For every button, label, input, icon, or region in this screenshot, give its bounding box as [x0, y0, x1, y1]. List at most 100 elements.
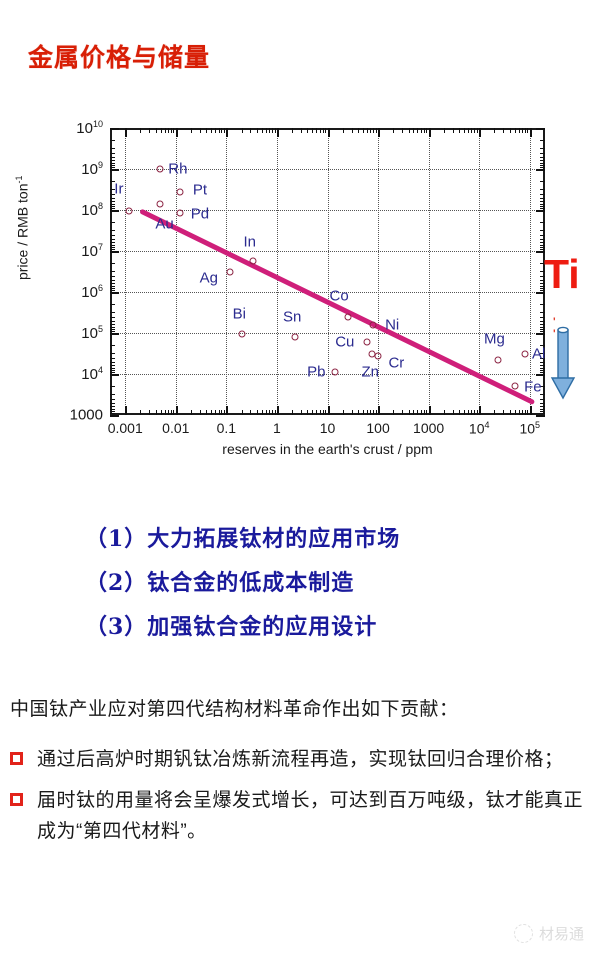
y-tickmark [110, 415, 119, 417]
point-label-rh: Rh [168, 160, 188, 178]
y-tickmark-right [536, 415, 545, 417]
x-tickmark [226, 406, 229, 415]
y-minor-tick-right [540, 316, 545, 318]
x-minor-tick-top [319, 128, 321, 133]
y-minor-tick-right [540, 304, 545, 306]
y-minor-tick-right [540, 241, 545, 243]
y-minor-tick [110, 352, 115, 354]
y-minor-tick-right [540, 320, 545, 322]
point-label-cr: Cr [388, 354, 405, 372]
x-minor-tick [375, 410, 377, 415]
x-minor-tick [164, 410, 166, 415]
y-minor-tick [110, 197, 115, 199]
y-minor-tick [110, 361, 115, 363]
y-minor-tick-right [540, 247, 545, 249]
x-minor-tick [370, 410, 372, 415]
data-point-al [521, 350, 529, 358]
y-tick-label: 106 [81, 283, 103, 301]
y-minor-tick [110, 208, 115, 210]
y-tickmark [110, 251, 119, 253]
gridline-vertical [428, 128, 430, 415]
x-tick-label: 1000 [413, 420, 445, 436]
x-minor-tick [241, 410, 243, 415]
y-minor-tick [110, 162, 115, 164]
y-minor-tick-right [540, 244, 545, 246]
y-minor-tick-right [540, 193, 545, 195]
lead-paragraph: 中国钛产业应对第四代结构材料革命作出如下贡献： [10, 699, 459, 720]
y-tickmark-right [536, 292, 545, 294]
x-minor-tick [426, 410, 428, 415]
y-minor-tick [110, 203, 115, 205]
x-minor-tick-top [274, 128, 276, 133]
point-label-mg: Mg [484, 330, 505, 348]
x-minor-tick-top [459, 128, 461, 133]
x-minor-tick [319, 410, 321, 415]
data-point-in [249, 257, 257, 265]
x-minor-tick [362, 410, 364, 415]
arrow-tick-marks: ' ' [553, 316, 558, 340]
data-point-sn [291, 333, 299, 341]
point-label-au: Au [155, 215, 174, 233]
data-point-rh [156, 165, 164, 173]
data-point-au [156, 200, 164, 208]
watermark: 材易通 [513, 923, 584, 944]
numbered-item-1: （1）大力拓展钛材的应用市场 [85, 526, 401, 552]
x-minor-tick-top [301, 128, 303, 133]
x-minor-tick [250, 410, 252, 415]
x-minor-tick-top [272, 128, 274, 133]
y-minor-tick [110, 357, 115, 359]
x-tickmark [529, 406, 532, 415]
y-minor-tick [110, 288, 115, 290]
chart-plot-area: 0.001 0.01 0.1 1 10 100 1000 104 105 1010 109 108 1… [70, 119, 580, 437]
x-minor-tick [471, 410, 473, 415]
y-minor-tick-right [540, 234, 545, 236]
y-minor-tick [110, 386, 115, 388]
x-tickmark-top [125, 128, 128, 137]
x-minor-tick-top [375, 128, 377, 133]
x-minor-tick-top [423, 128, 425, 133]
x-minor-tick [494, 410, 496, 415]
page-title: 金属价格与储量 [28, 44, 211, 72]
numbered-item-2: （2）钛合金的低成本制造 [85, 570, 355, 596]
x-minor-tick [521, 410, 523, 415]
x-minor-tick [312, 410, 314, 415]
x-minor-tick [325, 410, 327, 415]
x-minor-tick [393, 410, 395, 415]
gridline-horizontal [110, 210, 545, 211]
data-point-pd [176, 209, 184, 217]
x-minor-tick-top [191, 128, 192, 133]
y-tick-label: 1000 [69, 406, 103, 424]
y-tickmark-right [536, 251, 545, 253]
y-minor-tick-right [540, 408, 545, 410]
x-minor-tick-top [250, 128, 252, 133]
x-minor-tick-top [351, 128, 353, 133]
y-minor-tick-right [540, 279, 545, 281]
x-minor-tick [160, 410, 162, 415]
x-minor-tick-top [452, 128, 454, 133]
x-minor-tick-top [503, 128, 505, 133]
y-tickmark [110, 210, 119, 212]
x-minor-tick [272, 410, 274, 415]
x-axis-title: reserves in the earth's crust / ppm [222, 441, 433, 457]
gridline-vertical [479, 128, 481, 415]
y-tickmark [110, 333, 119, 335]
point-label-in: In [243, 233, 256, 251]
y-minor-tick [110, 241, 115, 243]
y-minor-tick-right [540, 345, 545, 347]
x-tickmark-top [378, 128, 381, 137]
y-tickmark [110, 169, 119, 171]
x-tick-label: 0.1 [216, 420, 237, 436]
x-minor-tick [423, 410, 425, 415]
y-minor-tick-right [540, 159, 545, 161]
y-minor-tick [110, 320, 115, 322]
y-minor-tick-right [540, 156, 545, 158]
y-minor-tick-right [540, 181, 545, 183]
y-minor-tick-right [540, 326, 545, 328]
x-tickmark [327, 406, 330, 415]
y-minor-tick [110, 167, 115, 169]
x-minor-tick-top [408, 128, 410, 133]
y-minor-tick-right [540, 249, 545, 251]
y-minor-tick [110, 367, 115, 369]
x-tickmark [479, 406, 482, 415]
x-minor-tick-top [426, 128, 428, 133]
